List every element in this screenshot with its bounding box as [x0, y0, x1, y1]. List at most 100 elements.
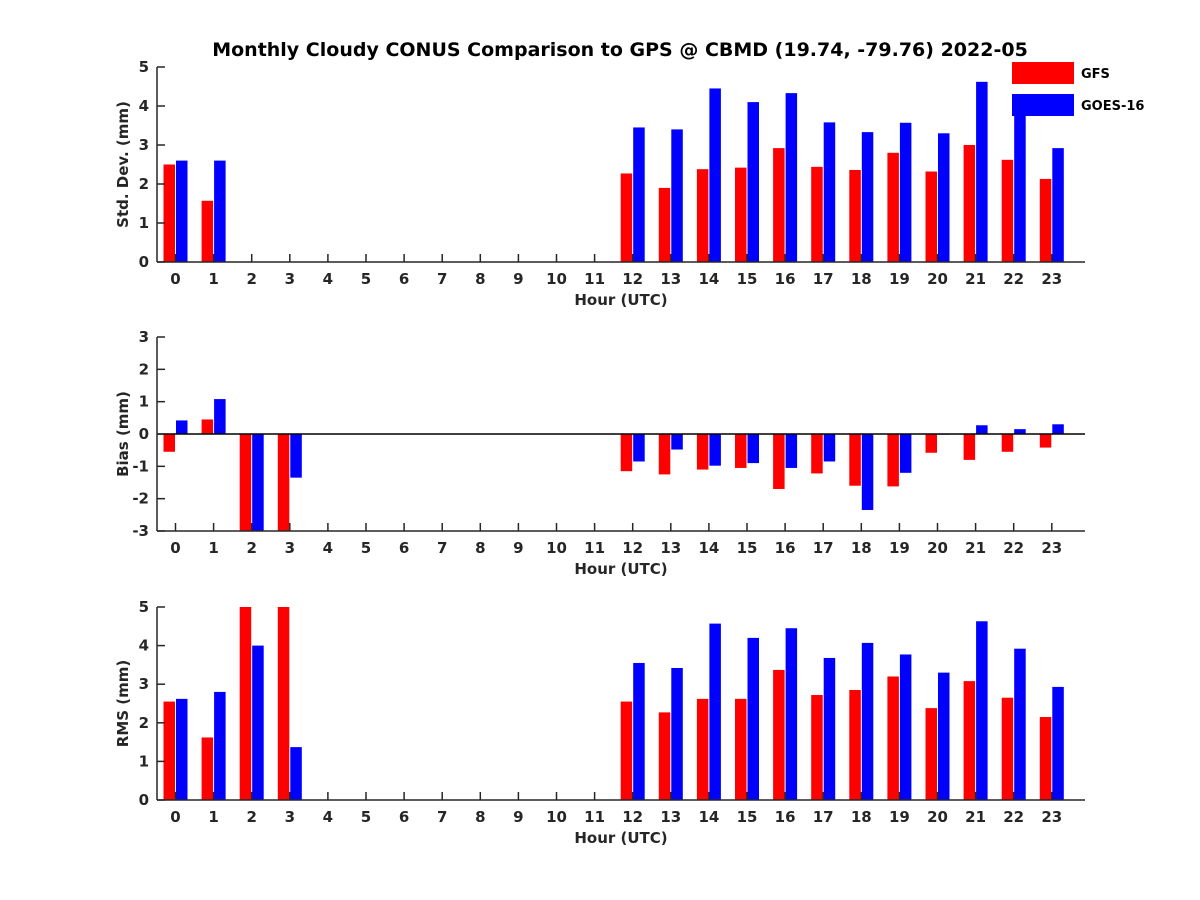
x-tick-label: 6: [399, 270, 409, 288]
x-tick-label: 4: [323, 808, 333, 826]
legend-label: GOES-16: [1081, 99, 1144, 114]
x-tick-label: 22: [1003, 270, 1024, 288]
bar-gfs-hour-20: [925, 708, 937, 800]
bar-goes-16-hour-12: [633, 127, 645, 262]
y-tick-label: 0: [139, 253, 149, 271]
x-tick-label: 10: [546, 808, 567, 826]
y-tick-label: 4: [139, 97, 149, 115]
bar-goes-16-hour-0: [176, 160, 188, 262]
x-tick-label: 2: [246, 270, 256, 288]
bar-gfs-hour-22: [1001, 159, 1014, 262]
x-tick-label: 4: [323, 270, 333, 288]
bar-gfs-hour-17: [811, 434, 823, 474]
bar-gfs-hour-1: [201, 737, 214, 800]
x-axis-label: Hour (UTC): [574, 560, 667, 578]
bar-goes-16-hour-14: [709, 623, 721, 800]
legend-swatch-gfs: [1012, 62, 1074, 84]
x-tick-label: 9: [513, 808, 523, 826]
x-tick-label: 2: [246, 539, 256, 557]
x-tick-label: 19: [889, 539, 910, 557]
x-tick-label: 3: [285, 539, 295, 557]
bar-gfs-hour-19: [887, 434, 899, 487]
bar-goes-16-hour-20: [938, 133, 950, 262]
bar-gfs-hour-16: [773, 148, 785, 262]
bar-gfs-hour-15: [735, 698, 747, 800]
bar-goes-16-hour-21: [976, 621, 988, 800]
x-tick-label: 20: [927, 808, 948, 826]
bar-goes-16-hour-0: [176, 420, 188, 434]
x-tick-label: 13: [660, 539, 681, 557]
bar-gfs-hour-15: [735, 167, 747, 262]
x-tick-label: 15: [737, 539, 758, 557]
legend: GFS GOES-16: [1012, 62, 1144, 116]
x-axis-label: Hour (UTC): [574, 291, 667, 309]
bar-gfs-hour-18: [849, 434, 861, 486]
x-tick-label: 1: [208, 270, 218, 288]
x-tick-label: 7: [437, 539, 447, 557]
y-tick-label: 1: [139, 393, 149, 411]
x-tick-label: 8: [475, 539, 485, 557]
bar-goes-16-hour-14: [709, 88, 721, 262]
bar-goes-16-hour-2: [252, 645, 264, 800]
bar-gfs-hour-21: [963, 145, 976, 262]
x-tick-label: 18: [851, 539, 872, 557]
x-tick-label: 19: [889, 270, 910, 288]
x-tick-label: 12: [622, 270, 643, 288]
y-tick-label: 3: [139, 328, 149, 346]
x-tick-label: 15: [737, 270, 758, 288]
bar-goes-16-hour-12: [633, 434, 645, 462]
x-tick-label: 15: [737, 808, 758, 826]
x-tick-label: 10: [546, 539, 567, 557]
x-tick-label: 17: [813, 808, 834, 826]
bar-goes-16-hour-18: [861, 642, 874, 800]
bar-goes-16-hour-0: [176, 698, 188, 800]
bar-goes-16-hour-18: [861, 434, 874, 510]
x-tick-label: 6: [399, 539, 409, 557]
bar-gfs-hour-12: [620, 701, 633, 800]
bar-goes-16-hour-19: [899, 434, 912, 473]
x-tick-label: 16: [775, 270, 796, 288]
y-axis-label: Std. Dev. (mm): [114, 101, 132, 228]
bar-gfs-hour-19: [887, 152, 899, 262]
legend-label: GFS: [1081, 67, 1110, 82]
bar-goes-16-hour-3: [290, 747, 302, 800]
bar-goes-16-hour-21: [976, 81, 988, 262]
bar-goes-16-hour-15: [747, 637, 759, 800]
x-tick-label: 2: [246, 808, 256, 826]
bar-goes-16-hour-19: [899, 122, 912, 263]
bar-gfs-hour-20: [925, 171, 937, 262]
x-tick-label: 3: [285, 270, 295, 288]
y-tick-label: 1: [139, 214, 149, 232]
bar-goes-16-hour-16: [785, 434, 798, 468]
x-tick-label: 7: [437, 270, 447, 288]
bar-goes-16-hour-1: [214, 691, 226, 800]
y-tick-label: 3: [139, 136, 149, 154]
bar-gfs-hour-13: [658, 434, 671, 475]
x-tick-label: 16: [775, 539, 796, 557]
bar-goes-16-hour-3: [290, 434, 302, 478]
legend-swatch-goes-16: [1012, 94, 1074, 116]
bar-gfs-hour-14: [696, 169, 709, 262]
y-tick-label: -2: [132, 490, 149, 508]
y-tick-label: 2: [139, 175, 149, 193]
bar-goes-16-hour-20: [938, 672, 950, 800]
bar-gfs-hour-16: [773, 434, 785, 489]
x-tick-label: 14: [698, 539, 719, 557]
bar-goes-16-hour-16: [785, 93, 798, 262]
bar-goes-16-hour-1: [214, 160, 226, 262]
x-tick-label: 20: [927, 270, 948, 288]
x-tick-label: 0: [170, 270, 180, 288]
x-tick-label: 21: [965, 539, 986, 557]
x-tick-label: 23: [1041, 270, 1062, 288]
x-tick-label: 14: [698, 270, 719, 288]
bar-gfs-hour-2: [239, 607, 252, 800]
bar-goes-16-hour-22: [1014, 429, 1026, 434]
x-tick-label: 20: [927, 539, 948, 557]
bar-gfs-hour-21: [963, 434, 976, 460]
x-tick-label: 9: [513, 539, 523, 557]
x-tick-label: 21: [965, 808, 986, 826]
y-tick-label: 4: [139, 637, 149, 655]
y-tick-label: 5: [139, 58, 149, 76]
bar-gfs-hour-14: [696, 434, 709, 470]
